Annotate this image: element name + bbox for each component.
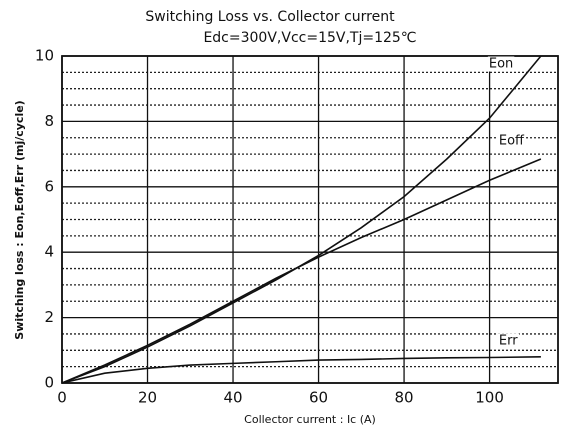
x-tick-label: 0 — [57, 389, 67, 407]
x-axis-label: Collector current : Ic (A) — [244, 413, 376, 426]
y-tick-label: 2 — [44, 308, 54, 326]
y-tick-label: 4 — [44, 243, 54, 261]
series-label-bg — [497, 133, 527, 149]
chart-subtitle: Edc=300V,Vcc=15V,Tj=125℃ — [203, 30, 416, 46]
series-line — [61, 356, 541, 384]
y-tick-label: 6 — [44, 177, 54, 195]
series-label-bg — [497, 333, 520, 349]
x-tick-label: 80 — [395, 389, 414, 407]
x-tick-label: 60 — [309, 389, 328, 407]
x-tick-label: 40 — [223, 389, 242, 407]
series-label-bg — [487, 56, 515, 72]
series-label: Eoff — [499, 134, 525, 149]
plot-frame — [61, 55, 559, 384]
series-line — [61, 55, 542, 384]
y-tick-label: 8 — [44, 112, 54, 130]
x-tick-label: 20 — [138, 389, 157, 407]
chart-title: Switching Loss vs. Collector current — [145, 9, 395, 25]
x-tick-label: 100 — [475, 389, 504, 407]
y-tick-label: 0 — [44, 374, 54, 392]
series-label: Eon — [489, 57, 513, 72]
y-tick-label: 10 — [35, 47, 54, 65]
series-line — [61, 158, 542, 384]
y-axis-label: Switching loss : Eon,Eoff,Err (mj/cycle) — [13, 100, 26, 339]
series-label: Err — [499, 333, 518, 348]
